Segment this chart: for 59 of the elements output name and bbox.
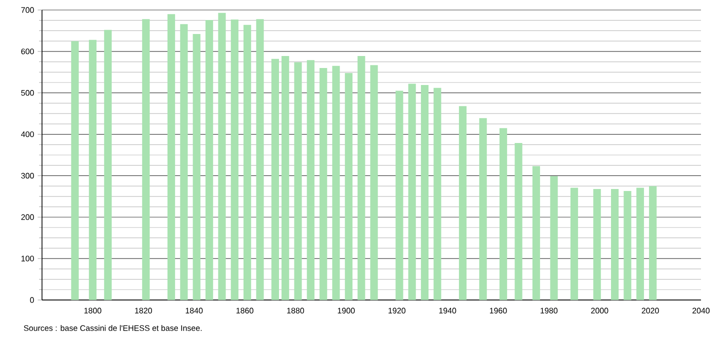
x-tick-label: 2020 — [642, 308, 659, 314]
y-tick-label: 0 — [30, 297, 34, 303]
bar — [408, 84, 416, 300]
y-tick-label: 200 — [21, 214, 34, 220]
y-tick-label: 400 — [21, 131, 34, 138]
y-tick-label: 100 — [21, 256, 34, 262]
bar — [550, 176, 558, 300]
x-tick-label: 2040 — [692, 308, 710, 314]
bar — [370, 65, 378, 300]
bar — [458, 106, 467, 300]
bar — [294, 62, 302, 300]
bar — [205, 20, 214, 300]
x-tick-label: 1900 — [338, 308, 355, 314]
bar — [344, 72, 352, 300]
x-tick-label: 2000 — [591, 308, 608, 314]
bar — [532, 166, 540, 300]
y-tick-label: 700 — [21, 7, 34, 13]
x-tick-label: 1980 — [540, 308, 558, 314]
bar — [514, 142, 522, 300]
bar — [396, 90, 404, 300]
bar — [271, 58, 279, 300]
x-tick-label: 1840 — [186, 308, 203, 314]
bar — [479, 118, 487, 300]
x-tick-label: 1960 — [490, 308, 507, 314]
bar — [320, 68, 328, 300]
bar — [282, 56, 290, 300]
bar — [71, 41, 79, 300]
bar — [593, 188, 601, 300]
bar — [636, 188, 644, 300]
bar — [142, 19, 150, 300]
bar — [104, 30, 112, 300]
bar — [499, 128, 508, 300]
bar — [420, 84, 429, 300]
x-tick-label: 1880 — [287, 308, 304, 314]
bar — [358, 56, 366, 300]
bar — [649, 186, 657, 300]
bar — [332, 66, 340, 300]
bar — [256, 19, 264, 300]
x-tick-label: 1860 — [236, 308, 254, 314]
bar — [570, 188, 578, 300]
bar — [306, 60, 314, 300]
x-tick-label: 1820 — [135, 308, 152, 314]
y-tick-label: 500 — [21, 90, 34, 96]
bar — [218, 12, 226, 300]
source-note: Sources : base Cassini de l'EHESS et base Insee. — [24, 325, 202, 331]
x-tick-label: 1920 — [388, 308, 406, 314]
bar — [244, 24, 252, 300]
bar — [624, 191, 632, 300]
bar — [434, 88, 442, 300]
x-tick-label: 1800 — [84, 308, 102, 314]
bar — [167, 14, 176, 300]
y-tick-label: 300 — [21, 172, 34, 179]
x-tick-label: 1940 — [439, 308, 456, 314]
y-tick-label: 600 — [21, 48, 34, 54]
bar — [180, 24, 188, 300]
bar — [192, 34, 200, 300]
bar — [230, 20, 238, 300]
bar — [88, 40, 97, 300]
bar — [611, 188, 619, 300]
